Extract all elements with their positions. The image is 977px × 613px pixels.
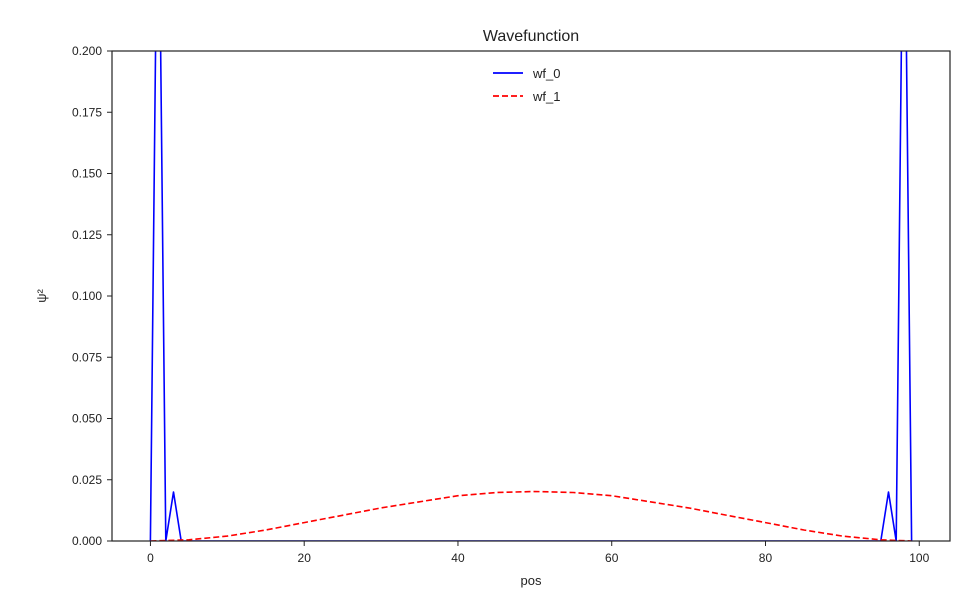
x-tick-label: 20 (298, 551, 312, 565)
chart-title: Wavefunction (483, 28, 579, 45)
x-axis-label: pos (521, 573, 542, 588)
series-line-wf-0 (149, 51, 913, 541)
y-tick-label: 0.075 (72, 350, 102, 364)
y-tick-label: 0.000 (72, 534, 102, 548)
y-tick-label: 0.050 (72, 412, 102, 426)
x-tick-label: 100 (909, 551, 929, 565)
y-tick-label: 0.150 (72, 167, 102, 181)
y-tick-label: 0.175 (72, 105, 102, 119)
y-tick-label: 0.125 (72, 228, 102, 242)
x-tick-label: 0 (147, 551, 154, 565)
x-axis: 0 20 40 60 80 100 (147, 541, 930, 565)
series-layer (149, 51, 913, 541)
y-tick-label: 0.200 (72, 44, 102, 58)
series-line-wf-1 (150, 490, 912, 541)
y-tick-label: 0.025 (72, 473, 102, 487)
y-axis-label: ψ² (34, 289, 49, 303)
x-tick-label: 80 (759, 551, 773, 565)
legend: wf_0 wf_1 (493, 66, 560, 104)
legend-label: wf_0 (532, 66, 560, 81)
y-tick-label: 0.100 (72, 289, 102, 303)
x-tick-label: 40 (451, 551, 465, 565)
y-axis: 0.000 0.025 0.050 0.075 0.100 0.125 0.150 0.175… (72, 44, 112, 548)
plot-frame (111, 50, 951, 542)
legend-label: wf_1 (532, 89, 560, 104)
x-tick-label: 60 (605, 551, 619, 565)
